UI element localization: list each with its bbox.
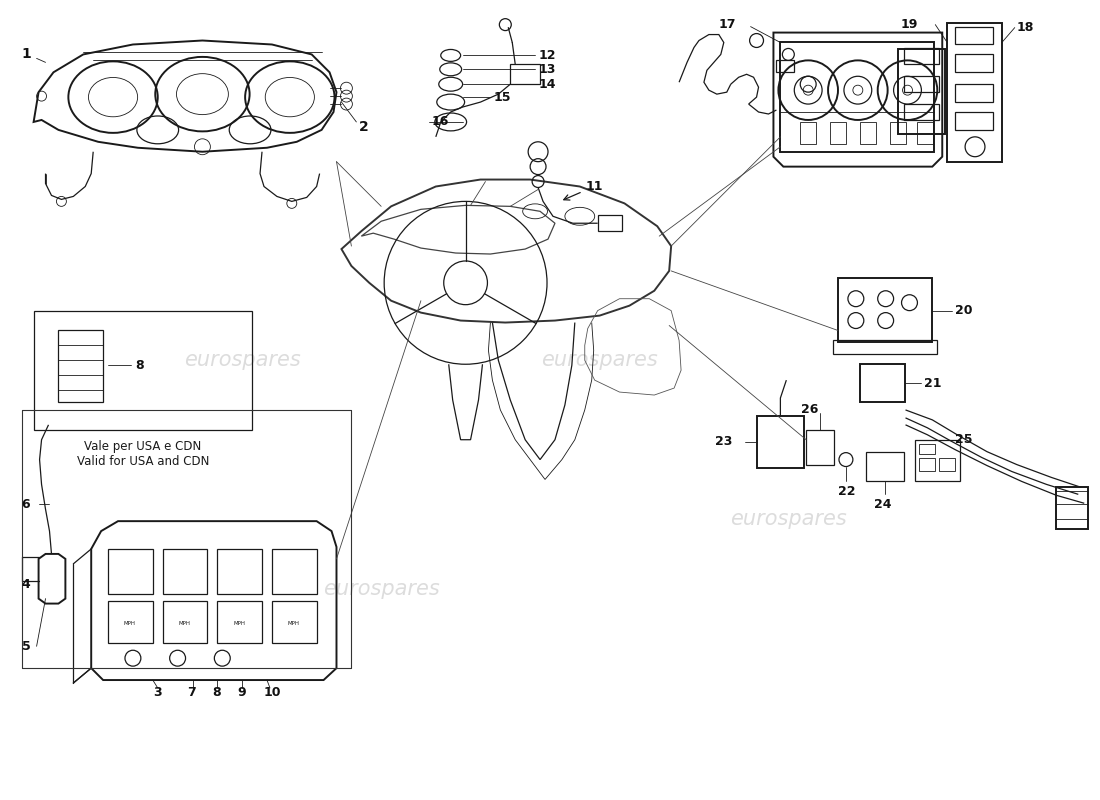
Text: 2: 2 bbox=[360, 120, 370, 134]
Bar bbox=[955, 112, 993, 130]
Text: 23: 23 bbox=[715, 435, 733, 448]
Text: 5: 5 bbox=[22, 640, 31, 653]
Text: 8: 8 bbox=[135, 358, 143, 372]
Text: 8: 8 bbox=[212, 686, 221, 699]
Text: 22: 22 bbox=[838, 485, 856, 498]
Text: 4: 4 bbox=[22, 578, 31, 591]
Text: 19: 19 bbox=[901, 18, 917, 31]
Bar bbox=[898, 50, 945, 134]
Text: 21: 21 bbox=[924, 377, 942, 390]
Text: eurospares: eurospares bbox=[541, 350, 658, 370]
Bar bbox=[915, 440, 960, 482]
Bar bbox=[806, 430, 834, 465]
Text: Valid for USA and CDN: Valid for USA and CDN bbox=[77, 454, 209, 468]
Text: 20: 20 bbox=[955, 304, 972, 317]
Text: 17: 17 bbox=[718, 18, 736, 31]
Text: eurospares: eurospares bbox=[184, 350, 300, 370]
Bar bbox=[955, 26, 993, 45]
Text: 18: 18 bbox=[1016, 21, 1034, 34]
Bar bbox=[866, 452, 903, 482]
Bar bbox=[890, 122, 905, 144]
Bar bbox=[917, 122, 933, 144]
Bar bbox=[1056, 487, 1088, 529]
Bar bbox=[920, 444, 935, 454]
Text: 1: 1 bbox=[22, 47, 32, 62]
Bar bbox=[510, 64, 540, 84]
Bar bbox=[920, 458, 935, 471]
Text: 25: 25 bbox=[955, 434, 972, 446]
Text: 14: 14 bbox=[538, 78, 556, 90]
Text: 10: 10 bbox=[264, 686, 282, 699]
Text: MPH: MPH bbox=[233, 621, 245, 626]
Bar bbox=[903, 49, 939, 64]
Bar bbox=[903, 104, 939, 120]
Bar bbox=[597, 215, 623, 231]
Text: 3: 3 bbox=[153, 686, 162, 699]
Text: 26: 26 bbox=[801, 403, 818, 417]
Bar bbox=[860, 364, 904, 402]
Bar bbox=[780, 42, 934, 152]
Bar bbox=[757, 416, 804, 467]
Bar bbox=[903, 76, 939, 92]
Text: MPH: MPH bbox=[288, 621, 300, 626]
Text: MPH: MPH bbox=[178, 621, 190, 626]
Text: eurospares: eurospares bbox=[730, 509, 847, 529]
Text: 16: 16 bbox=[432, 115, 449, 129]
Text: 12: 12 bbox=[538, 49, 556, 62]
Text: 24: 24 bbox=[873, 498, 891, 510]
Bar bbox=[955, 84, 993, 102]
Bar bbox=[34, 310, 252, 430]
Text: 9: 9 bbox=[238, 686, 245, 699]
Bar bbox=[830, 122, 846, 144]
Bar bbox=[838, 278, 933, 342]
Bar bbox=[955, 54, 993, 72]
Text: MPH: MPH bbox=[124, 621, 136, 626]
Text: eurospares: eurospares bbox=[322, 578, 440, 598]
Bar bbox=[833, 341, 937, 354]
Text: Vale per USA e CDN: Vale per USA e CDN bbox=[85, 440, 201, 453]
Bar bbox=[801, 122, 816, 144]
Bar bbox=[777, 60, 794, 72]
Text: 11: 11 bbox=[585, 180, 603, 193]
Text: 7: 7 bbox=[187, 686, 196, 699]
Bar bbox=[947, 22, 1002, 162]
Bar bbox=[860, 122, 876, 144]
Bar bbox=[939, 458, 955, 471]
Text: 15: 15 bbox=[494, 90, 510, 104]
Text: 6: 6 bbox=[22, 498, 31, 510]
Bar bbox=[58, 330, 103, 402]
Text: 13: 13 bbox=[538, 63, 556, 76]
